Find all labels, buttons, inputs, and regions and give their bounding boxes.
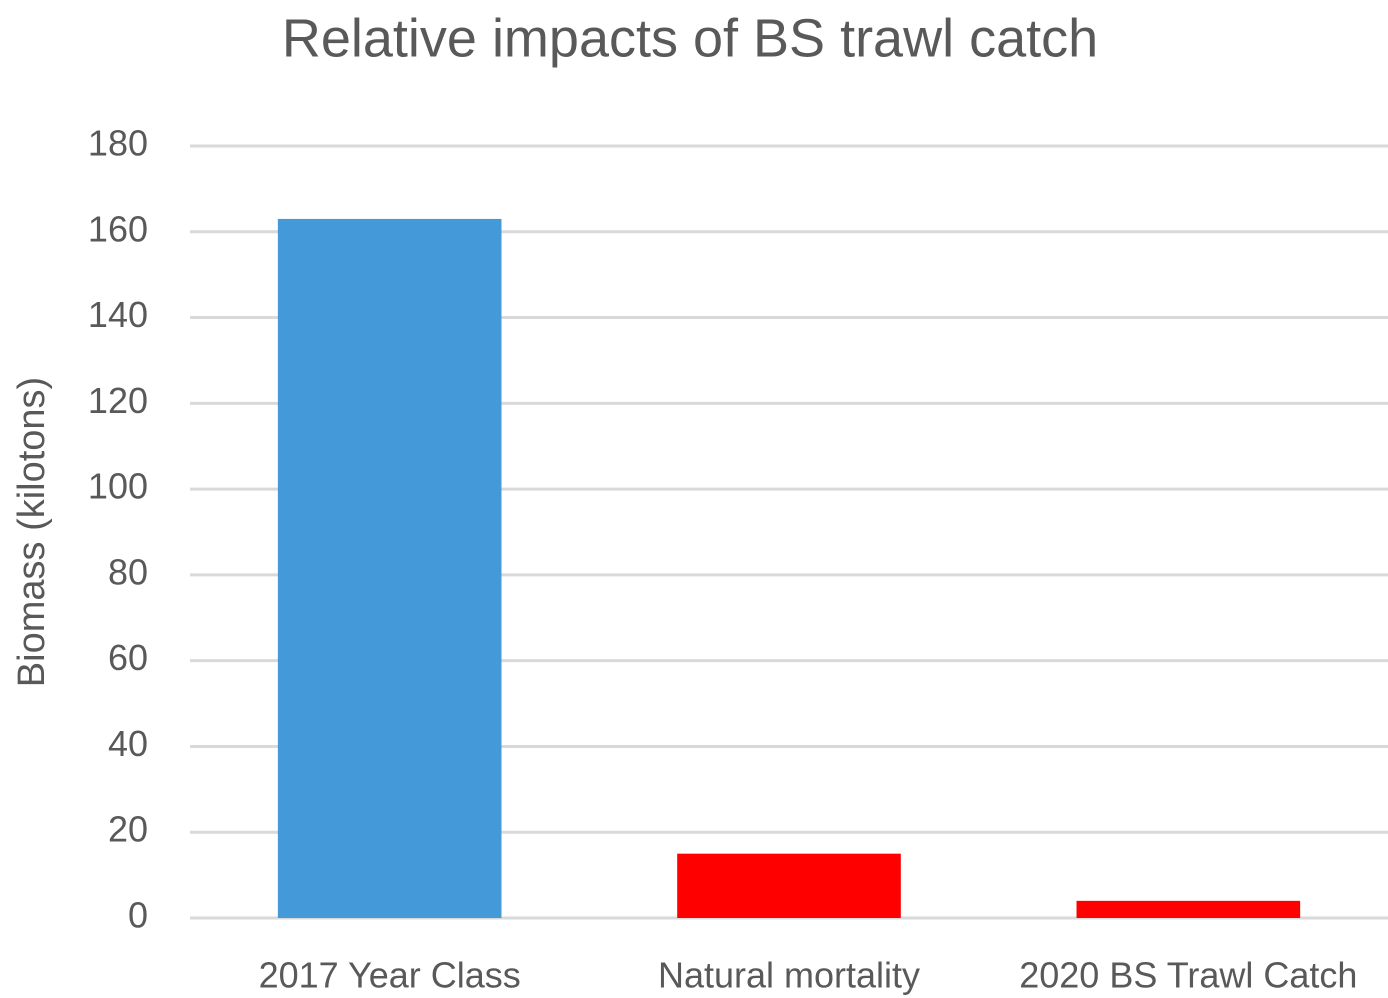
y-tick-label: 80 xyxy=(108,551,148,592)
y-tick-label: 0 xyxy=(128,895,148,936)
bar xyxy=(1076,900,1301,918)
x-tick-label: 2017 Year Class xyxy=(259,955,521,996)
y-tick-label: 120 xyxy=(88,380,148,421)
y-tick-label: 180 xyxy=(88,123,148,164)
x-tick-label: 2020 BS Trawl Catch xyxy=(1019,955,1357,996)
bar xyxy=(677,853,901,918)
y-tick-label: 160 xyxy=(88,208,148,249)
y-tick-label: 140 xyxy=(88,294,148,335)
y-tick-label: 60 xyxy=(108,637,148,678)
bar xyxy=(277,218,502,918)
x-tick-label: Natural mortality xyxy=(658,955,920,996)
chart-title: Relative impacts of BS trawl catch xyxy=(282,8,1098,68)
y-tick-label: 40 xyxy=(108,723,148,764)
y-tick-label: 20 xyxy=(108,809,148,850)
y-axis-label: Biomass (kilotons) xyxy=(11,377,53,687)
y-tick-label: 100 xyxy=(88,466,148,507)
